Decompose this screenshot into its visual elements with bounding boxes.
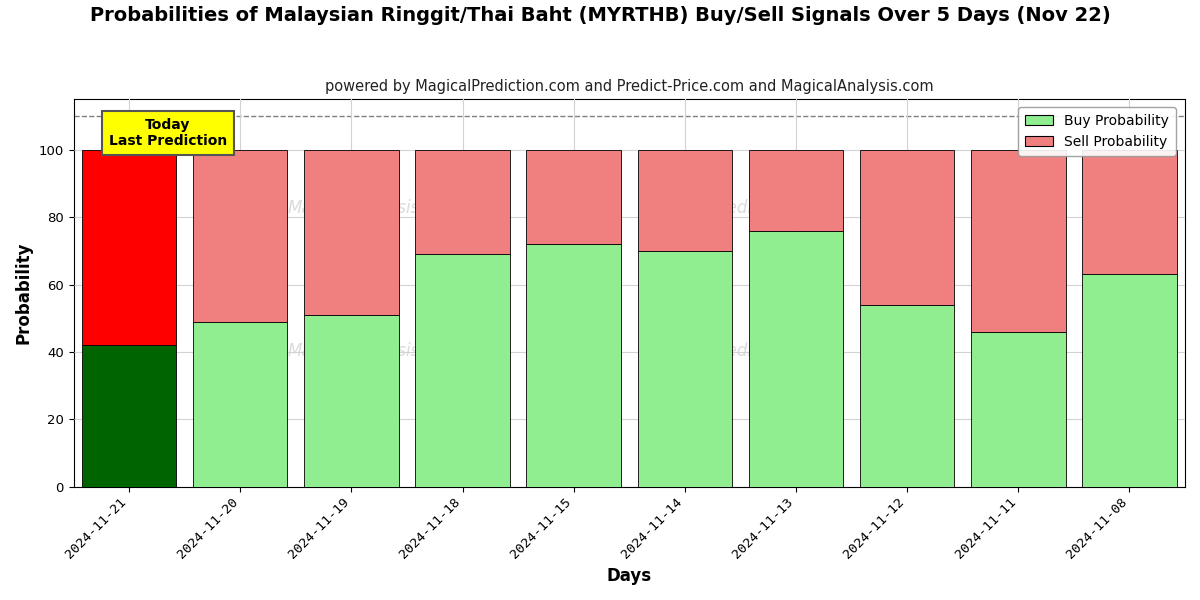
Y-axis label: Probability: Probability bbox=[16, 242, 34, 344]
Bar bbox=[82, 345, 176, 487]
Bar bbox=[860, 305, 954, 487]
Text: Today
Last Prediction: Today Last Prediction bbox=[109, 118, 227, 148]
Bar bbox=[415, 254, 510, 487]
Bar bbox=[860, 150, 954, 305]
Bar bbox=[971, 150, 1066, 332]
Bar bbox=[637, 251, 732, 487]
Bar bbox=[193, 322, 288, 487]
Bar bbox=[637, 150, 732, 251]
Bar bbox=[971, 332, 1066, 487]
X-axis label: Days: Days bbox=[607, 567, 652, 585]
Bar bbox=[415, 150, 510, 254]
Text: Probabilities of Malaysian Ringgit/Thai Baht (MYRTHB) Buy/Sell Signals Over 5 Da: Probabilities of Malaysian Ringgit/Thai … bbox=[90, 6, 1110, 25]
Legend: Buy Probability, Sell Probability: Buy Probability, Sell Probability bbox=[1018, 107, 1176, 156]
Bar bbox=[749, 230, 844, 487]
Bar bbox=[1082, 274, 1177, 487]
Text: MagicalPrediction.com: MagicalPrediction.com bbox=[647, 342, 834, 360]
Bar bbox=[304, 150, 398, 315]
Text: MagicalAnalysis.com: MagicalAnalysis.com bbox=[287, 199, 460, 217]
Bar bbox=[527, 244, 620, 487]
Bar bbox=[1082, 150, 1177, 274]
Bar bbox=[193, 150, 288, 322]
Title: powered by MagicalPrediction.com and Predict-Price.com and MagicalAnalysis.com: powered by MagicalPrediction.com and Pre… bbox=[325, 79, 934, 94]
Text: MagicalAnalysis.com: MagicalAnalysis.com bbox=[287, 342, 460, 360]
Bar bbox=[749, 150, 844, 230]
Bar bbox=[82, 150, 176, 345]
Bar bbox=[527, 150, 620, 244]
Bar bbox=[304, 315, 398, 487]
Text: MagicalPrediction.com: MagicalPrediction.com bbox=[647, 199, 834, 217]
